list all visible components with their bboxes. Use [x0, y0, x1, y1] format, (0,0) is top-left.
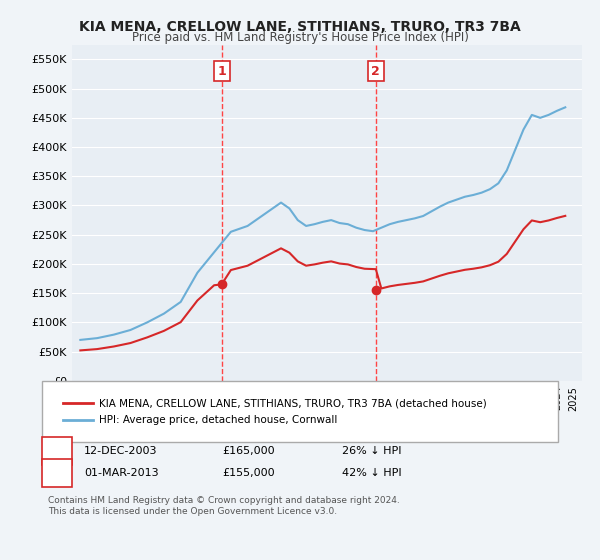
Text: 2: 2 — [53, 466, 61, 480]
Text: HPI: Average price, detached house, Cornwall: HPI: Average price, detached house, Corn… — [99, 415, 337, 425]
Text: 2: 2 — [371, 64, 380, 78]
Text: 1: 1 — [217, 64, 226, 78]
Text: £165,000: £165,000 — [222, 446, 275, 456]
Text: Contains HM Land Registry data © Crown copyright and database right 2024.: Contains HM Land Registry data © Crown c… — [48, 496, 400, 505]
Text: 42% ↓ HPI: 42% ↓ HPI — [342, 468, 401, 478]
Text: 01-MAR-2013: 01-MAR-2013 — [84, 468, 158, 478]
Text: £155,000: £155,000 — [222, 468, 275, 478]
Text: 26% ↓ HPI: 26% ↓ HPI — [342, 446, 401, 456]
Text: 12-DEC-2003: 12-DEC-2003 — [84, 446, 157, 456]
Text: Price paid vs. HM Land Registry's House Price Index (HPI): Price paid vs. HM Land Registry's House … — [131, 31, 469, 44]
Text: 1: 1 — [53, 444, 61, 458]
Text: KIA MENA, CRELLOW LANE, STITHIANS, TRURO, TR3 7BA: KIA MENA, CRELLOW LANE, STITHIANS, TRURO… — [79, 20, 521, 34]
Text: This data is licensed under the Open Government Licence v3.0.: This data is licensed under the Open Gov… — [48, 507, 337, 516]
Text: KIA MENA, CRELLOW LANE, STITHIANS, TRURO, TR3 7BA (detached house): KIA MENA, CRELLOW LANE, STITHIANS, TRURO… — [99, 398, 487, 408]
